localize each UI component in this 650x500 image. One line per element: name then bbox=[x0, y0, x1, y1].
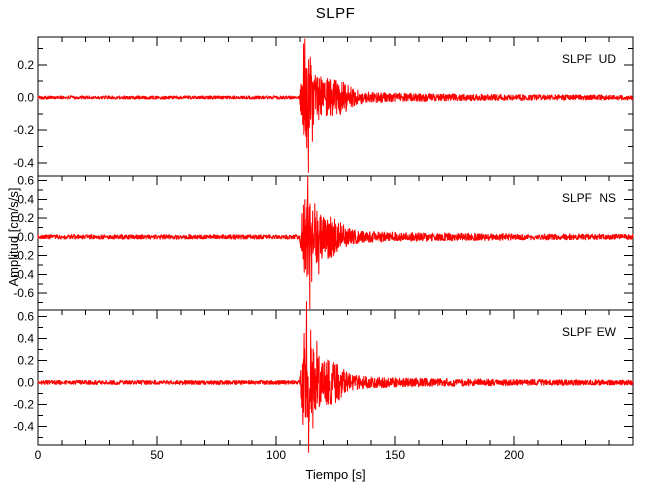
figure-title: SLPF bbox=[315, 5, 356, 22]
x-tick-label: 0 bbox=[35, 448, 42, 462]
panel-component-label: UD bbox=[599, 52, 617, 66]
y-tick-label: 0.4 bbox=[17, 332, 34, 346]
x-tick-label: 50 bbox=[150, 448, 164, 462]
y-tick-label: 0.0 bbox=[17, 91, 34, 105]
y-tick-label: 0.6 bbox=[17, 174, 34, 188]
trace-ns bbox=[37, 175, 634, 310]
x-axis-label: Tiempo [s] bbox=[305, 467, 366, 482]
x-tick-label: 200 bbox=[504, 448, 524, 462]
y-tick-label: 0.2 bbox=[17, 58, 34, 72]
y-tick-label: -0.0 bbox=[13, 230, 34, 244]
panel-station-label: SLPF bbox=[562, 191, 592, 205]
x-ticks bbox=[37, 176, 634, 185]
panel-component-label: EW bbox=[597, 325, 617, 339]
trace-ud bbox=[37, 38, 634, 173]
y-tick-label: -0.2 bbox=[13, 397, 34, 411]
y-tick-label: -0.2 bbox=[13, 249, 34, 263]
y-tick-label: -0.2 bbox=[13, 123, 34, 137]
y-tick-label: -0.6 bbox=[13, 286, 34, 300]
y-tick-label: 0.4 bbox=[17, 192, 34, 206]
y-tick-label: -0.4 bbox=[13, 156, 34, 170]
x-ticks bbox=[37, 310, 634, 445]
x-ticks bbox=[37, 37, 634, 46]
panel-station-label: SLPF bbox=[562, 325, 592, 339]
x-tick-label: 100 bbox=[266, 448, 286, 462]
trace-ew bbox=[37, 301, 634, 453]
panel-ud: 0.2 0.0 -0.2 -0.4 SLPF UD bbox=[13, 36, 634, 177]
y-tick-label: -0.4 bbox=[13, 267, 34, 281]
y-tick-label: 0.2 bbox=[17, 211, 34, 225]
panel-ew: 0.6 0.4 0.2 0.0 -0.2 -0.4 SLPF EW bbox=[13, 301, 634, 453]
panel-component-label: NS bbox=[599, 191, 616, 205]
y-tick-label: 0.6 bbox=[17, 310, 34, 324]
y-tick-label: 0.0 bbox=[17, 375, 34, 389]
panel-ns: 0.6 0.4 0.2 -0.0 -0.2 -0.4 -0.6 SLPF NS bbox=[13, 174, 634, 311]
y-tick-label: 0.2 bbox=[17, 353, 34, 367]
y-tick-label: -0.4 bbox=[13, 419, 34, 433]
x-tick-label: 150 bbox=[385, 448, 405, 462]
panel-station-label: SLPF bbox=[562, 52, 592, 66]
